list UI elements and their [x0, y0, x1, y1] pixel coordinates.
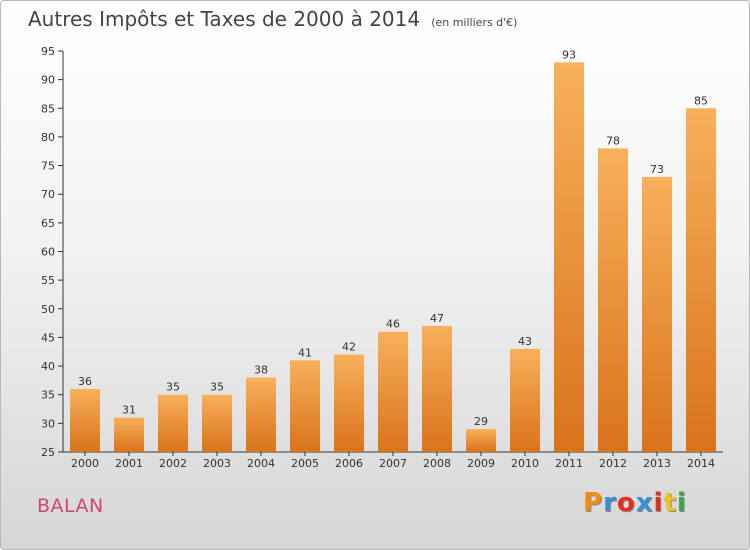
data-label: 85 [694, 94, 708, 107]
x-tick-label: 2002 [159, 457, 187, 470]
y-tick-label: 25 [41, 446, 55, 459]
bar [202, 394, 232, 452]
data-label: 46 [386, 318, 400, 331]
y-tick-label: 75 [41, 160, 55, 173]
x-tick-label: 2008 [423, 457, 451, 470]
x-tick-label: 2006 [335, 457, 363, 470]
y-tick-label: 90 [41, 74, 55, 87]
data-label: 35 [166, 381, 180, 394]
bar [598, 148, 628, 452]
bar [686, 108, 716, 453]
y-tick-label: 85 [41, 102, 55, 115]
x-tick-label: 2004 [247, 457, 275, 470]
data-label: 36 [78, 375, 92, 388]
proxiti-logo: Proxiti [583, 488, 687, 518]
x-tick-label: 2000 [71, 457, 99, 470]
data-label: 41 [298, 346, 312, 359]
data-label: 31 [122, 404, 136, 417]
data-label: 35 [210, 381, 224, 394]
x-tick-label: 2013 [643, 457, 671, 470]
bar [378, 331, 408, 452]
y-tick-label: 55 [41, 274, 55, 287]
logo-letter: P [583, 488, 604, 518]
logo-letter: i [676, 488, 687, 518]
logo-letter: o [616, 488, 636, 518]
y-tick-label: 65 [41, 217, 55, 230]
y-tick-label: 45 [41, 331, 55, 344]
y-tick-label: 50 [41, 303, 55, 316]
logo-letter: x [635, 488, 654, 518]
y-tick-label: 80 [41, 131, 55, 144]
bar [422, 325, 452, 452]
bar [158, 394, 188, 452]
x-tick-label: 2001 [115, 457, 143, 470]
data-label: 93 [562, 48, 576, 61]
x-tick-label: 2003 [203, 457, 231, 470]
bar [246, 377, 276, 452]
bar [334, 354, 364, 452]
chart-title: Autres Impôts et Taxes de 2000 à 2014 [28, 7, 421, 31]
logo-letter: i [653, 488, 664, 518]
bar [70, 388, 100, 452]
data-label: 78 [606, 134, 620, 147]
y-tick-label: 60 [41, 246, 55, 259]
logo-letter: t [663, 488, 677, 518]
data-label: 73 [650, 163, 664, 176]
y-tick-label: 70 [41, 188, 55, 201]
y-tick-label: 40 [41, 360, 55, 373]
data-label: 42 [342, 341, 356, 354]
data-label: 43 [518, 335, 532, 348]
commune-name: BALAN [37, 495, 104, 517]
x-tick-label: 2009 [467, 457, 495, 470]
y-tick-label: 30 [41, 417, 55, 430]
x-tick-label: 2010 [511, 457, 539, 470]
data-label: 38 [254, 364, 268, 377]
logo-letter: r [603, 488, 617, 518]
bar [290, 360, 320, 452]
y-tick-label: 95 [41, 45, 55, 58]
plot-area: 25 30 35 40 45 50 55 60 65 70 75 80 85 90 95 36 2000 31 20… [41, 45, 723, 470]
chart-unit: (en milliers d'€) [431, 16, 518, 29]
bar [554, 62, 584, 452]
bar [642, 177, 672, 452]
bar [510, 348, 540, 452]
x-tick-label: 2005 [291, 457, 319, 470]
y-tick-label: 35 [41, 389, 55, 402]
bar [114, 417, 144, 452]
x-tick-label: 2014 [687, 457, 715, 470]
x-tick-label: 2007 [379, 457, 407, 470]
data-label: 47 [430, 312, 444, 325]
data-label: 29 [474, 415, 488, 428]
chart-header: Autres Impôts et Taxes de 2000 à 2014 (e… [28, 7, 517, 31]
x-tick-label: 2012 [599, 457, 627, 470]
bar [466, 429, 496, 452]
x-tick-label: 2011 [555, 457, 583, 470]
